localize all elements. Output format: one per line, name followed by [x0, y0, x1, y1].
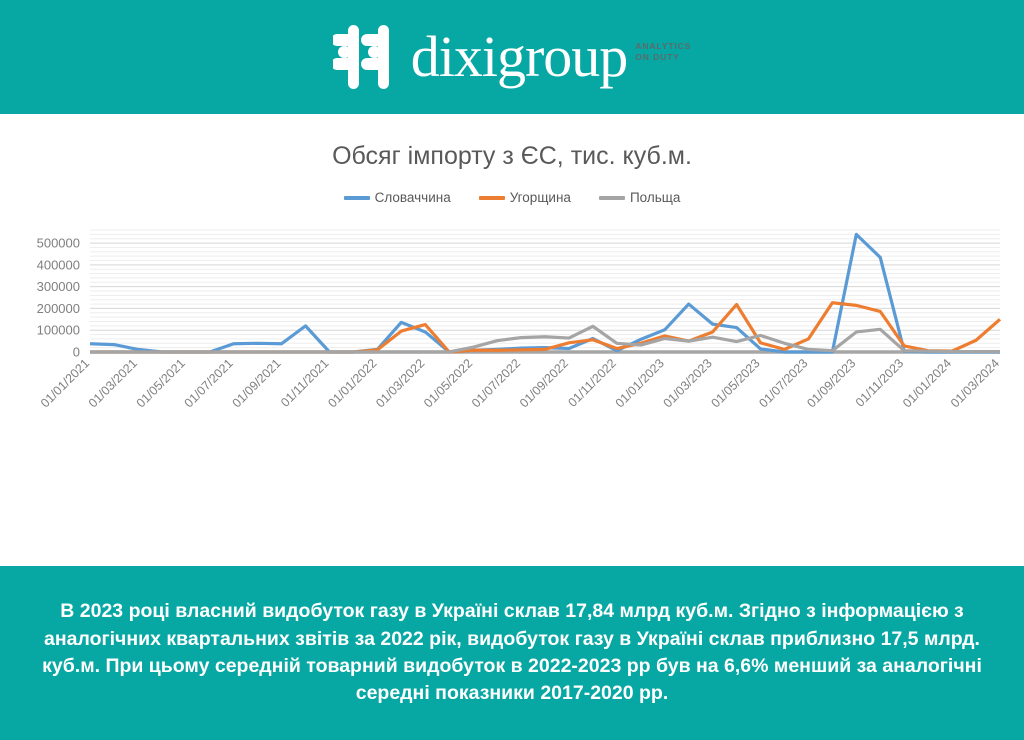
x-axis-tick-label: 01/01/2024 — [900, 356, 954, 410]
brand-name: dixigroup — [410, 24, 629, 90]
chart-legend: Словаччина Угорщина Польща — [0, 190, 1024, 205]
legend-swatch-hungary — [478, 195, 505, 200]
x-axis-tick-label: 01/07/2021 — [182, 356, 236, 410]
legend-label-slovakia: Словаччина — [374, 190, 451, 205]
legend-swatch-poland — [598, 195, 625, 200]
y-axis-tick-label: 100000 — [37, 323, 80, 338]
footer-note: В 2023 році власний видобуток газу в Укр… — [42, 600, 982, 705]
x-axis-tick-label: 01/03/2022 — [373, 356, 427, 410]
header-banner: dixigroup ANALYTICS ON DUTY — [0, 0, 1024, 114]
y-axis-tick-label: 400000 — [37, 257, 80, 272]
x-axis-tick-label: 01/11/2022 — [565, 356, 619, 410]
y-axis-tick-label: 300000 — [37, 279, 80, 294]
x-axis-tick-label: 01/11/2021 — [278, 356, 332, 410]
x-axis-tick-label: 01/01/2021 — [38, 356, 92, 410]
legend-item-slovakia[interactable]: Словаччина — [343, 190, 451, 205]
legend-label-poland: Польща — [629, 190, 681, 205]
x-axis-tick-label: 01/09/2023 — [804, 356, 858, 410]
x-axis-tick-label: 01/11/2023 — [853, 356, 907, 410]
footer-banner: В 2023 році власний видобуток газу в Укр… — [0, 566, 1024, 740]
logo: dixigroup ANALYTICS ON DUTY — [332, 24, 692, 90]
legend-item-poland[interactable]: Польща — [598, 190, 681, 205]
x-axis-tick-label: 01/01/2023 — [613, 356, 667, 410]
x-axis-tick-label: 01/07/2023 — [756, 356, 810, 410]
dixigroup-bracket-mark-icon — [332, 25, 389, 89]
line-chart-svg: 0 100000 200000 300000 400000 500000 01/01/202… — [37, 229, 1002, 410]
legend-label-hungary: Угорщина — [509, 190, 571, 205]
y-axis-tick-label: 500000 — [37, 236, 80, 251]
x-axis-tick-label: 01/05/2022 — [421, 356, 475, 410]
x-axis-tick-label: 01/09/2021 — [230, 356, 284, 410]
x-axis-tick-label: 01/03/2023 — [661, 356, 715, 410]
x-axis-tick-label: 01/03/2021 — [86, 356, 140, 410]
legend-swatch-slovakia — [343, 195, 370, 200]
logo-text-block: dixigroup ANALYTICS ON DUTY — [410, 24, 692, 90]
x-axis-tick-label: 01/01/2022 — [325, 356, 379, 410]
chart-title: Обсяг імпорту з ЄС, тис. куб.м. — [332, 142, 692, 170]
series-line-Словаччина — [89, 232, 1000, 354]
plot-area: 0 100000 200000 300000 400000 500000 01/01/202… — [0, 222, 1024, 462]
x-axis-tick-label: 01/07/2022 — [469, 356, 523, 410]
x-axis-tick-label: 01/09/2022 — [517, 356, 571, 410]
x-axis-tick-label: 01/03/2024 — [948, 356, 1002, 410]
x-axis-tick-label: 01/05/2021 — [134, 356, 188, 410]
chart-section: Обсяг імпорту з ЄС, тис. куб.м. Словаччи… — [0, 114, 1024, 566]
y-axis-tick-label: 0 — [73, 345, 80, 360]
x-axis-tick-label: 01/05/2023 — [709, 356, 763, 410]
series-line-Польща — [90, 324, 1000, 354]
legend-item-hungary[interactable]: Угорщина — [478, 190, 571, 205]
y-axis-tick-label: 200000 — [37, 301, 80, 316]
brand-tagline: ANALYTICS ON DUTY — [635, 41, 692, 63]
